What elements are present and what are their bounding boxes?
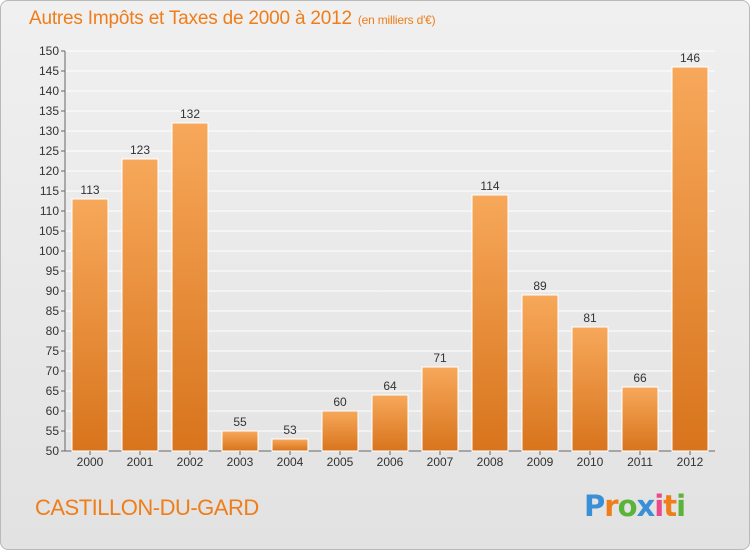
y-tick-label: 75 <box>46 344 60 358</box>
bar <box>421 366 459 452</box>
bar <box>171 122 209 452</box>
y-tick-label: 120 <box>39 164 59 178</box>
x-tick-label: 2001 <box>127 455 154 469</box>
x-tick-label: 2005 <box>327 455 354 469</box>
y-tick-label: 150 <box>39 44 59 58</box>
brand-letter: i <box>676 489 686 523</box>
data-label: 114 <box>480 179 499 193</box>
chart-title: Autres Impôts et Taxes de 2000 à 2012 (en… <box>29 8 436 30</box>
data-label: 123 <box>130 143 150 157</box>
bar <box>121 158 159 452</box>
data-label: 55 <box>233 415 247 429</box>
y-tick-label: 90 <box>46 284 60 298</box>
bar <box>621 386 659 452</box>
bar <box>671 66 709 452</box>
brand-letter: o <box>617 489 638 523</box>
brand-letter: i <box>654 489 664 523</box>
chart-title-text: Autres Impôts et Taxes de 2000 à 2012 <box>29 8 352 29</box>
y-tick-label: 110 <box>40 204 59 218</box>
bar <box>271 438 309 452</box>
bar <box>221 430 259 452</box>
brand-letter: x <box>636 489 656 523</box>
bar <box>521 294 559 452</box>
x-tick-label: 2003 <box>227 455 254 469</box>
y-tick-label: 115 <box>40 184 59 198</box>
location-name: CASTILLON-DU-GARD <box>35 495 259 520</box>
y-tick-label: 55 <box>46 424 60 438</box>
x-tick-label: 2009 <box>527 455 554 469</box>
brand-logo: Proxiti <box>584 489 686 523</box>
y-tick-label: 140 <box>39 84 59 98</box>
data-label: 60 <box>333 395 347 409</box>
data-label: 64 <box>383 379 397 393</box>
y-tick-label: 135 <box>39 104 59 118</box>
brand-letter: t <box>663 489 677 523</box>
y-tick-label: 65 <box>46 384 60 398</box>
data-label: 81 <box>583 311 597 325</box>
x-tick-label: 2002 <box>177 455 204 469</box>
x-tick-label: 2007 <box>427 455 454 469</box>
y-tick-label: 125 <box>39 144 59 158</box>
brand-letter: P <box>584 489 605 523</box>
y-tick-label: 50 <box>46 444 60 458</box>
y-tick-label: 60 <box>46 404 60 418</box>
bar <box>571 326 609 452</box>
data-label: 66 <box>633 371 647 385</box>
chart-unit: (en milliers d'€) <box>357 13 436 27</box>
y-tick-label: 95 <box>46 264 60 278</box>
data-label: 89 <box>533 279 547 293</box>
y-tick-label: 105 <box>39 224 59 238</box>
y-tick-label: 80 <box>46 324 60 338</box>
y-tick-label: 100 <box>39 244 59 258</box>
data-label: 146 <box>680 51 700 65</box>
y-tick-label: 145 <box>39 64 59 78</box>
x-tick-label: 2010 <box>577 455 604 469</box>
x-tick-label: 2012 <box>677 455 704 469</box>
x-tick-label: 2004 <box>277 455 304 469</box>
x-tick-label: 2011 <box>627 455 653 469</box>
x-tick-label: 2006 <box>377 455 404 469</box>
bar <box>321 410 359 452</box>
x-tick-label: 2000 <box>77 455 104 469</box>
y-tick-label: 130 <box>39 124 59 138</box>
bar <box>371 394 409 452</box>
data-label: 71 <box>433 351 447 365</box>
y-tick-label: 85 <box>46 304 60 318</box>
bar <box>471 194 509 452</box>
data-label: 53 <box>283 423 297 437</box>
brand-letter: r <box>604 489 618 523</box>
bar <box>71 198 109 452</box>
data-label: 113 <box>80 183 99 197</box>
x-tick-label: 2008 <box>477 455 504 469</box>
y-tick-label: 70 <box>46 364 60 378</box>
data-label: 132 <box>180 107 200 121</box>
